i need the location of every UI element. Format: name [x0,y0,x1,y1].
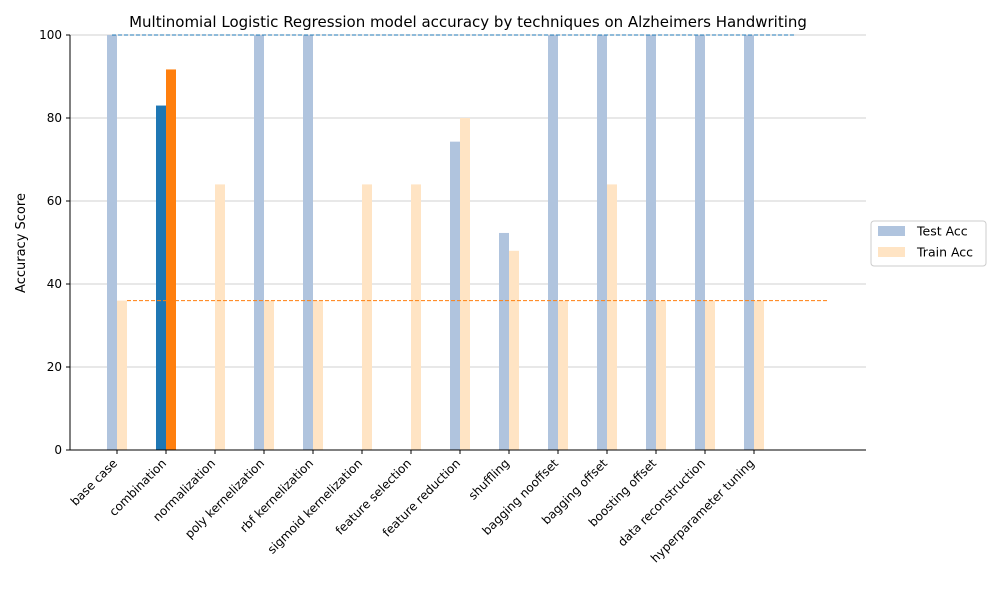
bar-test-12 [695,35,705,450]
bar-train-9 [558,300,568,450]
y-tick-label: 20 [47,360,62,374]
bar-test-1 [156,105,166,451]
x-tick-label: base case [68,456,120,508]
bar-train-11 [656,300,666,450]
bar-train-0 [117,300,127,450]
bar-test-13 [744,35,754,450]
bar-test-10 [597,35,607,450]
legend-entry: Train Acc [916,245,973,260]
y-tick-label: 0 [54,443,62,457]
y-tick-label: 40 [47,277,62,291]
x-tick-label: hyperparameter tuning [648,456,757,565]
bar-train-4 [313,300,323,450]
chart-title: Multinomial Logistic Regression model ac… [129,13,807,31]
bar-test-4 [303,35,313,450]
bar-test-3 [254,35,264,450]
y-tick-label: 80 [47,111,62,125]
y-tick-label: 60 [47,194,62,208]
bars [107,35,764,451]
bar-train-2 [215,184,225,450]
x-tick-label: shuffling [466,456,512,502]
bar-test-0 [107,35,117,450]
x-tick-label: data reconstruction [615,456,708,549]
y-axis-label: Accuracy Score [14,193,29,293]
legend-swatch [878,247,905,257]
bar-train-12 [705,300,715,450]
legend-swatch [878,226,905,236]
bar-test-11 [646,35,656,450]
bar-train-13 [754,300,764,450]
y-tick-label: 100 [39,28,62,42]
bar-train-1 [166,69,176,450]
bar-test-7 [450,141,460,450]
bar-test-9 [548,35,558,450]
y-ticks: 0 20 40 60 80 100 [39,28,70,457]
bar-train-10 [607,184,617,450]
axes [69,35,866,451]
bar-train-6 [411,184,421,450]
bar-test-8 [499,232,509,450]
bar-train-5 [362,184,372,450]
bar-train-7 [460,118,470,450]
bar-train-8 [509,250,519,450]
x-tick-label: sigmoid kernelization [265,456,365,556]
bar-train-3 [264,300,274,450]
legend-entry: Test Acc [916,224,968,239]
legend: Test Acc Train Acc [870,220,987,267]
reference-lines [112,34,829,302]
